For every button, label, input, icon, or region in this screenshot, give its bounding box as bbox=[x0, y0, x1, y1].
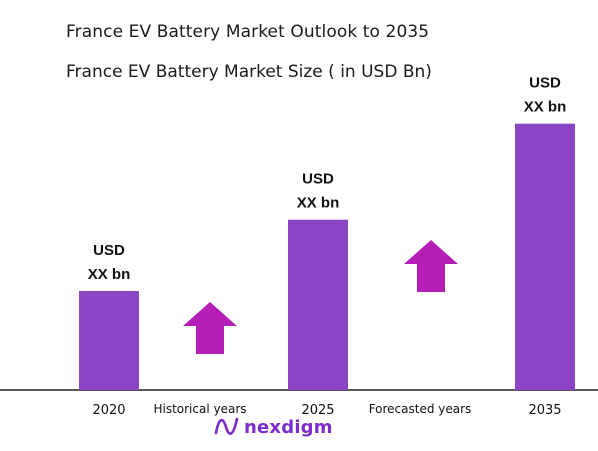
data-label-2035-1: USD bbox=[529, 75, 561, 92]
data-label-2020-1: USD bbox=[93, 242, 125, 259]
period-label-2: Forecasted years bbox=[369, 402, 472, 416]
x-tick-label-2020: 2020 bbox=[92, 403, 125, 418]
data-label-2025-1: USD bbox=[302, 171, 334, 188]
data-label-2020-2: XX bn bbox=[88, 266, 131, 283]
x-tick-label-2035: 2035 bbox=[528, 403, 561, 418]
growth-arrow-forecast bbox=[404, 240, 458, 292]
data-label-2035-2: XX bn bbox=[524, 99, 567, 116]
chart-subtitle: France EV Battery Market Size ( in USD B… bbox=[66, 62, 432, 82]
bar-2035 bbox=[515, 123, 575, 390]
bar-2025 bbox=[288, 219, 348, 390]
logo-wave-icon bbox=[214, 417, 239, 435]
bar-2020 bbox=[79, 291, 139, 390]
nexdigm-logo: nexdigm bbox=[214, 414, 333, 440]
x-tick-label-2025: 2025 bbox=[301, 403, 334, 418]
data-label-2025-2: XX bn bbox=[297, 195, 340, 212]
chart-title: France EV Battery Market Outlook to 2035 bbox=[66, 22, 430, 42]
period-label-1: Historical years bbox=[153, 402, 246, 416]
logo-text: nexdigm bbox=[244, 416, 333, 438]
growth-arrow-historical bbox=[183, 302, 237, 354]
